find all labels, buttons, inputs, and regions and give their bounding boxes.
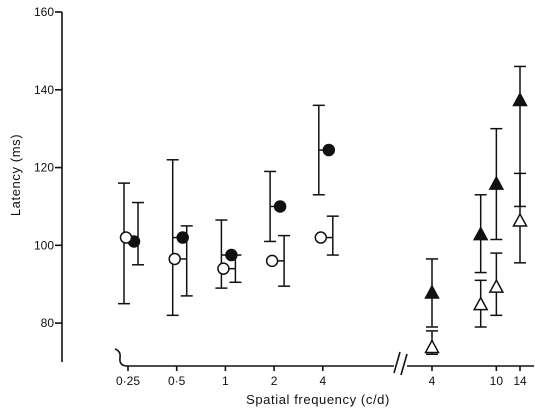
x-tick-label: 14 [513, 374, 527, 388]
y-ticks: 80 100 120 140 160 [34, 5, 62, 330]
y-axis-title: Latency (ms) [8, 134, 23, 216]
open-circle-point [168, 252, 181, 266]
open-triangle-point [472, 296, 489, 311]
x-tick-label: 10 [490, 374, 504, 388]
y-tick-label: 120 [34, 161, 54, 175]
x-tick-label: 0·5 [168, 374, 186, 388]
x-axis-start-curve [114, 348, 127, 367]
x-tick-label: 4 [319, 374, 326, 388]
filled-triangle-point [488, 175, 505, 190]
data-marks [118, 65, 528, 355]
open-triangle-point [424, 338, 440, 354]
filled-triangle-point [512, 91, 528, 107]
x-tick-label: 0·25 [116, 374, 140, 388]
y-tick-label: 140 [34, 83, 54, 97]
filled-circle-point [322, 143, 336, 157]
y-tick-label: 80 [41, 316, 55, 330]
x-tick-label: 4 [429, 374, 436, 388]
open-circle-point [314, 231, 328, 244]
x-axis-title: Spatial frequency (c/d) [246, 392, 390, 407]
open-triangle-point [512, 212, 528, 227]
filled-triangle-point [472, 226, 489, 241]
x-tick-label: 2 [271, 374, 278, 388]
x-ticks: 0·25 0·5 1 2 4 4 10 14 [116, 366, 527, 388]
axes [61, 12, 534, 376]
filled-triangle-point [424, 284, 440, 299]
open-triangle-point [488, 278, 505, 293]
axis-break-mark-2 [400, 353, 408, 376]
open-circle-point [119, 231, 133, 244]
filled-circle-point [176, 231, 189, 244]
y-tick-label: 160 [34, 5, 54, 19]
open-circle-point [265, 254, 279, 268]
filled-circle-point [273, 200, 287, 213]
open-circle-point [217, 262, 230, 275]
y-tick-label: 100 [34, 238, 54, 252]
x-tick-label: 1 [222, 374, 229, 388]
axis-break-mark-1 [393, 351, 401, 374]
